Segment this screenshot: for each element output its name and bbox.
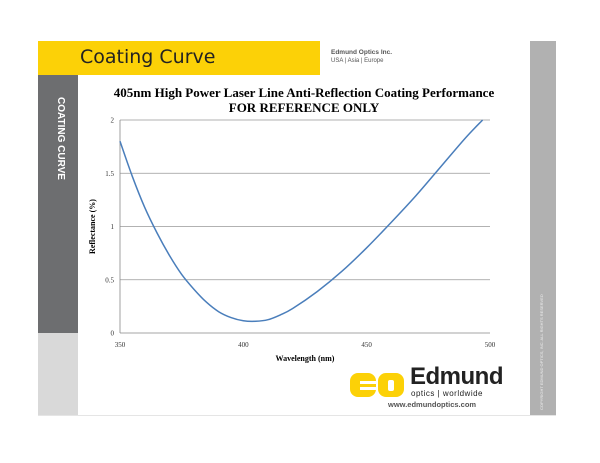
y-tick-label: 1.5 [105, 170, 114, 178]
y-tick-label: 0.5 [105, 276, 114, 284]
header-bar: Coating Curve [38, 41, 320, 75]
brand-tagline: optics | worldwide [411, 389, 483, 398]
x-axis-label: Wavelength (nm) [276, 354, 335, 363]
right-strip [530, 41, 556, 415]
y-axis-label: Reflectance (%) [88, 199, 97, 254]
x-tick-label: 450 [361, 341, 372, 349]
x-tick-label: 400 [238, 341, 249, 349]
chart-title-text: 405nm High Power Laser Line Anti-Reflect… [113, 85, 495, 100]
x-tick-label: 350 [115, 341, 126, 349]
chart-title: 405nm High Power Laser Line Anti-Reflect… [78, 85, 530, 115]
company-info: Edmund Optics Inc. USA | Asia | Europe [331, 48, 392, 66]
company-regions: USA | Asia | Europe [331, 58, 384, 64]
divider [38, 415, 556, 416]
x-tick-label: 500 [485, 341, 496, 349]
chart-subtitle: FOR REFERENCE ONLY [228, 100, 380, 115]
y-tick-label: 1 [111, 223, 115, 231]
y-tick-label: 0 [111, 330, 115, 338]
y-tick-label: 2 [111, 117, 115, 125]
series-line-reflectance [119, 119, 484, 323]
eo-logo-icon [350, 373, 404, 397]
website-link[interactable]: www.edmundoptics.com [388, 400, 477, 409]
sidebar [38, 75, 78, 333]
brand-name: Edmund [410, 363, 504, 390]
company-name: Edmund Optics Inc. [331, 49, 393, 56]
sidebar-lower [38, 333, 78, 415]
header-title: Coating Curve [80, 46, 216, 68]
